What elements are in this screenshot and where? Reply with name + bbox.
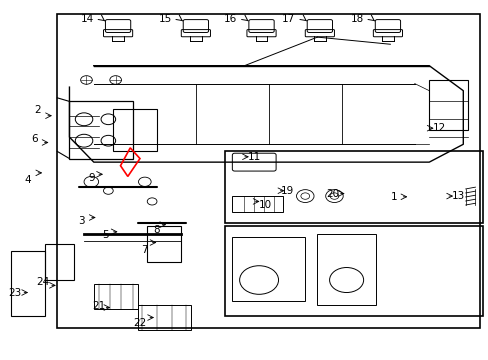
Text: 3: 3 [78,216,85,226]
Text: 14: 14 [81,14,94,24]
Text: 22: 22 [133,318,146,328]
Text: 17: 17 [282,14,295,24]
Text: 15: 15 [158,14,171,24]
Text: 7: 7 [141,245,148,255]
Text: 24: 24 [36,277,49,287]
Text: 20: 20 [326,189,339,199]
Text: 18: 18 [350,14,363,24]
Text: 9: 9 [88,173,95,183]
Text: 19: 19 [280,186,293,196]
Text: 4: 4 [25,175,31,185]
Text: 13: 13 [451,191,464,201]
Text: 10: 10 [258,200,271,210]
Text: 21: 21 [92,301,105,311]
Text: 12: 12 [431,123,445,133]
Text: 11: 11 [247,152,260,162]
Text: 5: 5 [102,230,109,240]
Text: 6: 6 [31,134,38,144]
Text: 16: 16 [224,14,237,24]
Text: 8: 8 [153,225,160,235]
Text: 1: 1 [390,192,397,202]
Text: 23: 23 [8,288,21,297]
Text: 2: 2 [35,105,41,115]
